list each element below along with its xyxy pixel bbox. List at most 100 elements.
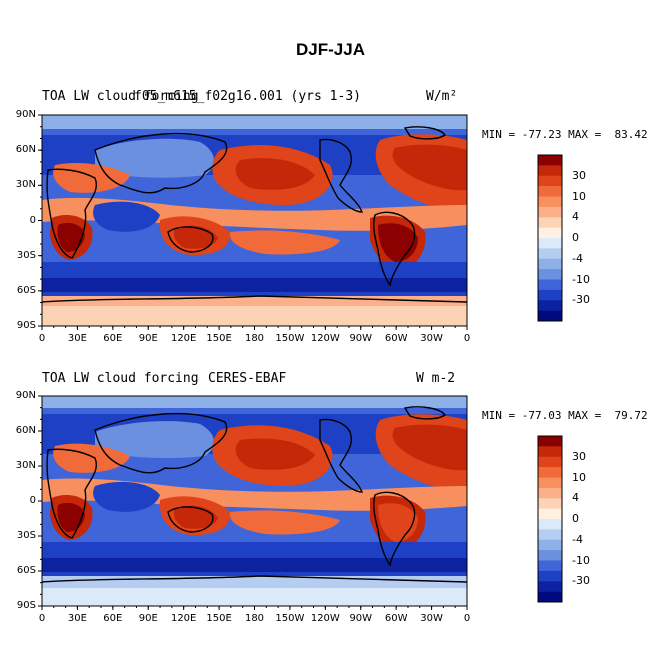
colorbar-label: -30 [572,293,590,307]
panel2-min-max: MIN = -77.03 MAX = 79.72 [482,409,648,422]
panel1-lon-label: 150W [275,333,305,344]
panel2-lon-label: 150W [275,613,305,624]
colorbar-swatch [538,550,562,561]
panel2-center-title: CERES-EBAF [208,371,287,386]
colorbar-swatch [538,591,562,603]
colorbar-label: -4 [572,532,583,546]
panel2-lon-label: 90W [349,613,373,624]
panel2-lon-label: 60E [103,613,123,624]
panel1-lat-label: 30S [16,249,36,261]
colorbar-swatch [538,581,562,592]
colorbar-swatch [538,289,562,301]
panel1-lon-label: 60E [103,333,123,344]
panel1-center-title: f05_m615_f02g16.001 (yrs 1-3) [134,89,361,104]
panel2-lat-label: 60S [16,565,36,576]
colorbar-label: 30 [572,168,586,182]
colorbar-frame [537,154,563,322]
colorbar-swatch [538,436,562,447]
panel2-lat-label: 30N [15,460,36,471]
panel1-lon-label: 0 [38,333,46,344]
panel1-lon-label: 30W [420,333,443,344]
panel1-lat-label: 60N [15,144,36,156]
panel2-colorbar [537,435,563,603]
colorbar-label: 10 [572,189,586,203]
panel2-map [42,396,467,606]
panel1-units: W/m² [426,89,458,104]
colorbar-label: 0 [572,231,579,244]
panel1-map [42,115,467,326]
panel2-lat-label: 30S [16,530,36,541]
colorbar-swatch [538,498,562,509]
colorbar-swatch [538,529,562,541]
panel2-lon-label: 60W [384,613,408,624]
colorbar-swatch [538,175,562,187]
panel2-lat-label: 60N [15,425,36,436]
panel1-lon-label: 90W [349,333,373,344]
panel1-lat-label: 0 [29,214,36,226]
colorbar-swatch [538,217,562,228]
colorbar-swatch [538,519,562,530]
colorbar-frame [537,435,563,603]
colorbar-label: 4 [572,210,579,224]
colorbar-label: 30 [572,449,586,463]
panel1-lon-label: 180 [244,333,265,344]
colorbar-label: 0 [572,512,579,525]
colorbar-swatch [538,539,562,551]
panel1-lon-label: 0 [463,333,471,344]
colorbar-label: -4 [572,251,583,265]
panel1-lat-label: 30N [15,179,36,191]
panel2-lon-label: 150E [206,613,232,624]
colorbar-swatch [538,206,562,218]
colorbar-swatch [538,487,562,499]
panel1-lon-label: 120E [170,333,197,344]
panel1-lon-label: 150E [206,333,232,344]
panel2-left-title: TOA LW cloud forcing [42,371,199,386]
panel2-lon-label: 0 [38,613,46,624]
panel1-lat-label: 60S [16,284,36,296]
main-title: DJF-JJA [296,40,365,59]
panel2-lon-label: 30E [67,613,87,624]
colorbar-swatch [538,227,562,239]
colorbar-swatch [538,300,562,311]
colorbar-swatch [538,196,562,208]
colorbar-swatch [538,446,562,458]
colorbar-swatch [538,155,562,166]
panel2-lon-label: 120W [310,613,340,624]
panel1-left-title: TOA LW cloud forcing [42,89,199,104]
colorbar-swatch [538,467,562,478]
panel2-lon-label: 180 [244,613,265,624]
panel2-lat-label: 90S [16,600,36,611]
panel1-lat-label: 90S [16,320,36,331]
panel1-lon-label: 90E [138,333,158,344]
colorbar-swatch [538,560,562,572]
panel2-lat-label: 90N [15,390,36,401]
panel1-lon-label: 60W [384,333,408,344]
colorbar-swatch [538,477,562,489]
panel2-lon-label: 120E [170,613,197,624]
panel2-lat-label: 0 [29,495,36,506]
colorbar-label: 10 [572,470,586,484]
colorbar-label: -10 [572,553,590,567]
panel1-min-max: MIN = -77.23 MAX = 83.42 [482,128,648,141]
colorbar-swatch [538,456,562,468]
colorbar-swatch [538,258,562,270]
colorbar-swatch [538,248,562,260]
colorbar-swatch [538,279,562,291]
colorbar-label: 4 [572,491,579,505]
panel2-lon-label: 0 [463,613,471,624]
panel2-lon-label: 90E [138,613,158,624]
panel1-lat-label: 90N [15,109,36,120]
colorbar-swatch [538,508,562,520]
colorbar-swatch [538,165,562,177]
colorbar-swatch [538,269,562,280]
panel1-lon-label: 30E [67,333,87,344]
colorbar-label: -10 [572,272,590,286]
panel1-lon-label: 120W [310,333,340,344]
colorbar-swatch [538,310,562,322]
colorbar-swatch [538,238,562,249]
panel1-colorbar [537,154,563,322]
colorbar-swatch [538,186,562,197]
panel2-lon-label: 30W [420,613,443,624]
colorbar-swatch [538,570,562,582]
